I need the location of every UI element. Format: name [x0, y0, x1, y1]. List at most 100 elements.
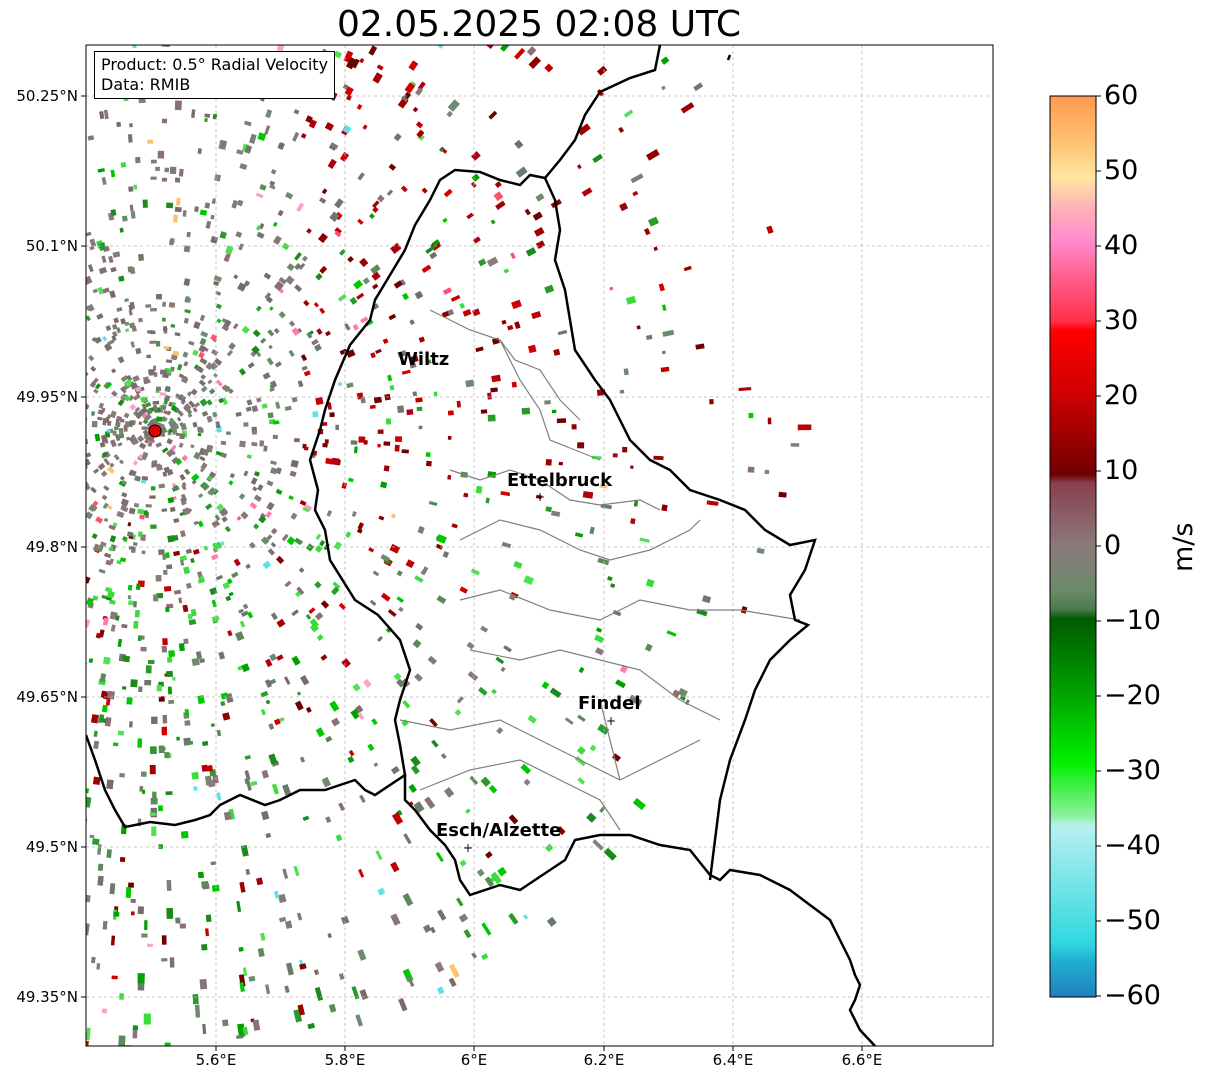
echo-cell [329, 412, 335, 418]
echo-cell [182, 604, 189, 613]
echo-cell [144, 680, 152, 686]
echo-cell [210, 723, 215, 727]
echo-cell [137, 738, 143, 748]
echo-cell [182, 351, 189, 358]
echo-cell [97, 416, 103, 421]
echo-cell [232, 323, 239, 330]
echo-cell [369, 213, 375, 220]
echo-cell [181, 376, 189, 384]
echo-cell [129, 721, 133, 728]
echo-cell [122, 536, 128, 541]
echo-cell [187, 613, 193, 620]
echo-cell [334, 230, 342, 238]
y-tick-label: 49.35°N [16, 988, 78, 1006]
echo-cell [127, 531, 134, 537]
echo-cell [427, 655, 438, 665]
echo-cell [184, 508, 190, 514]
echo-cell [370, 264, 381, 275]
echo-cell [86, 598, 94, 606]
echo-cell [135, 156, 141, 164]
echo-cell [612, 609, 622, 617]
echo-cell [260, 709, 266, 716]
echo-cell [380, 481, 388, 489]
echo-cell [511, 299, 522, 310]
echo-cell [130, 898, 136, 903]
echo-cell [406, 409, 414, 416]
echo-cell [226, 349, 234, 357]
echo-cell [159, 392, 167, 396]
echo-cell [210, 364, 217, 371]
echo-cell [161, 935, 167, 945]
echo-cell [321, 188, 328, 195]
echo-cell [500, 45, 510, 52]
city-marker-esch: + [463, 841, 473, 855]
echo-cell [622, 446, 628, 453]
echo-cell [201, 482, 210, 491]
echo-cell [157, 150, 165, 159]
echo-cell [301, 365, 308, 371]
echo-cell [207, 779, 216, 788]
echo-cell [97, 875, 104, 886]
echo-cell [127, 595, 132, 600]
echo-cell [178, 411, 184, 417]
echo-cell [249, 502, 258, 510]
echo-cell [412, 639, 422, 649]
echo-cell [462, 308, 472, 317]
echo-cell [660, 56, 670, 65]
echo-cell [140, 771, 147, 777]
echo-cell [88, 658, 94, 664]
echo-cell [92, 776, 101, 785]
echo-cell [476, 868, 485, 877]
echo-cell [272, 434, 278, 440]
echo-cell [127, 522, 132, 527]
echo-cell [541, 681, 550, 690]
echo-cell [132, 460, 139, 466]
echo-cell [175, 917, 181, 924]
echo-cell [116, 560, 122, 565]
echo-cell [236, 149, 244, 155]
echo-cell [223, 254, 231, 263]
echo-cell [113, 453, 120, 461]
echo-cell [106, 429, 111, 433]
echo-cell [131, 325, 137, 332]
echo-cell [117, 399, 125, 407]
echo-cell [388, 313, 397, 321]
echo-cell [169, 506, 176, 513]
echo-cell [166, 880, 172, 891]
echo-cell [485, 851, 493, 859]
echo-cell [423, 924, 432, 933]
echo-cell [121, 480, 127, 486]
echo-cell [195, 651, 203, 660]
echo-cell [93, 468, 100, 474]
echo-cell [490, 871, 502, 885]
echo-cell [391, 812, 404, 825]
echo-cell [210, 553, 219, 561]
echo-cell [166, 448, 175, 458]
echo-cell [185, 548, 192, 554]
echo-cell [109, 599, 116, 605]
echo-cell [184, 403, 192, 411]
echo-cell [130, 548, 136, 554]
echo-cell [251, 441, 258, 447]
echo-cell [644, 227, 651, 236]
echo-cell [100, 470, 108, 478]
echo-cell [293, 865, 300, 877]
echo-cell [410, 755, 421, 767]
echo-cell [273, 235, 282, 245]
echo-cell [619, 389, 625, 394]
echo-cell [175, 394, 183, 401]
echo-cell [124, 298, 129, 303]
echo-cell [244, 280, 251, 287]
echo-cell [748, 412, 754, 419]
echo-cell [266, 480, 274, 487]
echo-cell [252, 429, 257, 435]
y-tick-label: 49.8°N [25, 538, 78, 556]
echo-cell [98, 402, 104, 409]
echo-cell [226, 578, 233, 585]
echo-cell [264, 292, 272, 300]
echo-cell [393, 133, 402, 142]
echo-cell [180, 500, 187, 506]
echo-cell [623, 109, 634, 118]
echo-cell [766, 225, 774, 234]
echo-cell [183, 361, 189, 367]
